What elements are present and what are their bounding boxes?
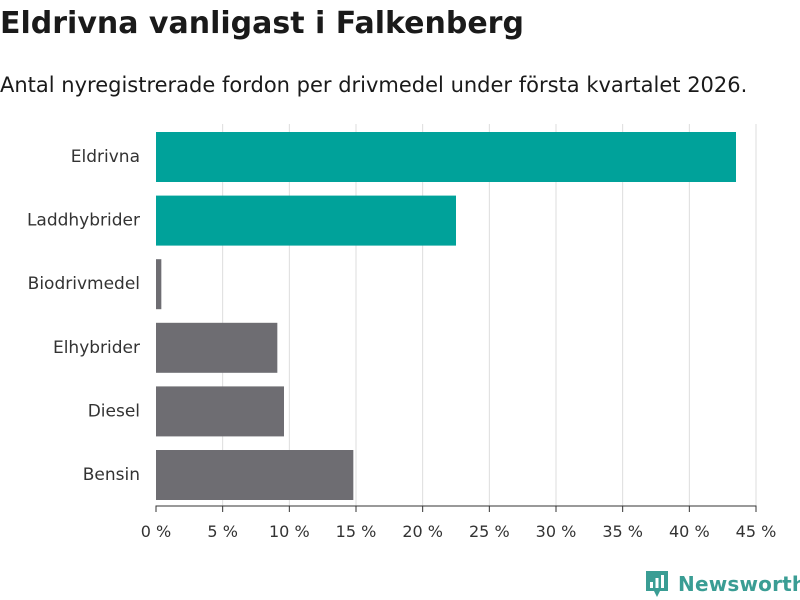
bar-biodrivmedel	[156, 259, 162, 310]
x-tick-label: 40 %	[669, 522, 710, 541]
x-tick-label: 30 %	[536, 522, 577, 541]
bars	[156, 132, 736, 500]
x-tick-label: 15 %	[336, 522, 377, 541]
category-label: Biodrivmedel	[28, 274, 140, 294]
category-labels: Eldrivna Laddhybrider Biodrivmedel Elhybrid…	[27, 147, 140, 485]
x-tick-label: 35 %	[602, 522, 643, 541]
bar-bensin	[156, 450, 354, 500]
chart-subtitle: Antal nyregistrerade fordon per drivmede…	[0, 73, 748, 97]
gridlines	[222, 124, 757, 506]
category-label: Elhybrider	[53, 338, 140, 358]
x-tick-label: 25 %	[469, 522, 510, 541]
category-label: Bensin	[83, 465, 140, 485]
x-tick-label: 20 %	[402, 522, 443, 541]
x-tick-label: 0 %	[141, 522, 171, 541]
category-label: Diesel	[88, 401, 140, 421]
bar-elhybrider	[156, 322, 278, 373]
x-tick-label: 45 %	[736, 522, 777, 541]
bar-diesel	[156, 386, 284, 437]
brand-name: Newsworthy	[678, 572, 800, 596]
x-tick-label: 5 %	[207, 522, 237, 541]
chart-title: Eldrivna vanligast i Falkenberg	[0, 6, 524, 41]
x-tick-label: 10 %	[269, 522, 310, 541]
bar-eldrivna	[156, 132, 736, 182]
category-label: Eldrivna	[71, 147, 140, 167]
bar-laddhybrider	[156, 195, 456, 246]
x-axis-ticks: 0 % 5 % 10 % 15 % 20 % 25 % 30 % 35 % 40 % 45 %	[141, 505, 777, 541]
category-label: Laddhybrider	[27, 211, 140, 231]
brand-logo: Newsworthy	[644, 568, 800, 600]
newsworthy-logo-icon	[646, 571, 668, 597]
